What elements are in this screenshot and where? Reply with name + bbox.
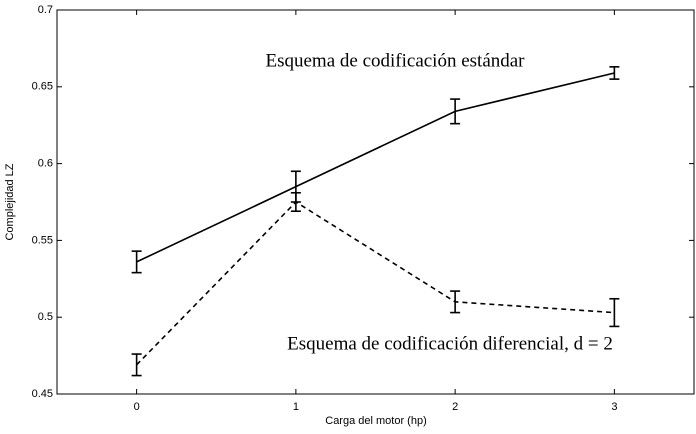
x-tick-label: 0 xyxy=(134,401,140,413)
y-tick-label: 0.45 xyxy=(32,388,53,400)
x-tick-label: 2 xyxy=(452,401,458,413)
y-axis-label: Complejidad LZ xyxy=(4,163,16,240)
x-tick-label: 3 xyxy=(611,401,617,413)
plot-frame xyxy=(56,9,695,395)
annotation: Esquema de codificación diferencial, d =… xyxy=(287,333,613,354)
y-tick-label: 0.55 xyxy=(32,234,53,246)
y-tick-label: 0.7 xyxy=(38,4,53,16)
series-line xyxy=(136,72,615,263)
x-tick-label: 1 xyxy=(293,401,299,413)
y-tick-label: 0.65 xyxy=(32,81,53,93)
y-tick-label: 0.6 xyxy=(38,158,53,170)
annotation: Esquema de codificación estándar xyxy=(265,50,525,71)
y-tick-label: 0.5 xyxy=(38,311,53,323)
x-axis-label: Carga del motor (hp) xyxy=(325,415,427,427)
series-line xyxy=(136,200,615,366)
